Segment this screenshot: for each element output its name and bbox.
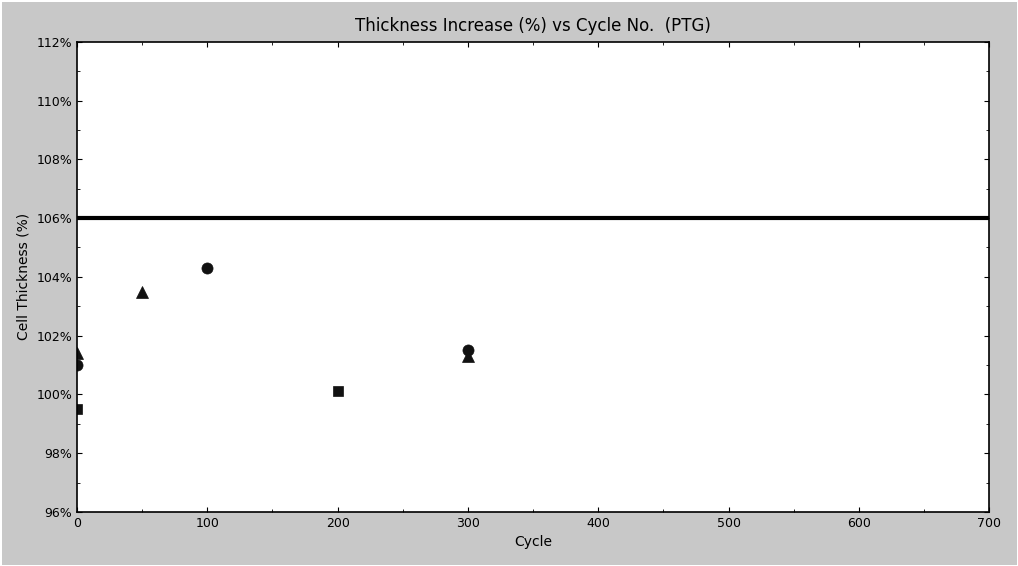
X-axis label: Cycle: Cycle [514,535,552,550]
Y-axis label: Cell Thickness (%): Cell Thickness (%) [16,213,31,340]
Title: Thickness Increase (%) vs Cycle No.  (PTG): Thickness Increase (%) vs Cycle No. (PTG… [355,16,712,35]
